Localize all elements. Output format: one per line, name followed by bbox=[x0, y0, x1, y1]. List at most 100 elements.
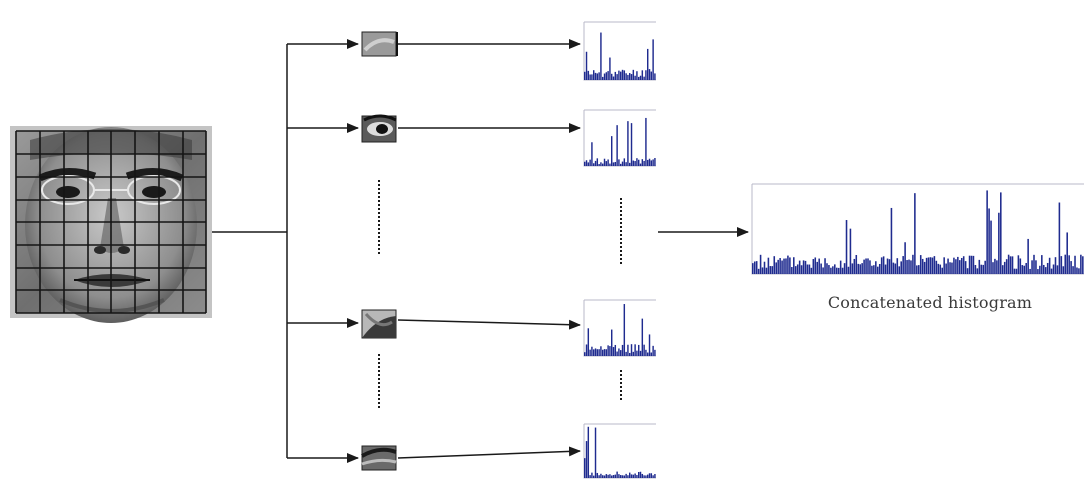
histogram-bar bbox=[955, 259, 957, 274]
histogram-bar bbox=[837, 267, 840, 274]
histogram-bar bbox=[1005, 259, 1008, 274]
histogram-bar bbox=[605, 161, 608, 166]
histogram-bar bbox=[773, 256, 776, 274]
histogram-bar bbox=[918, 265, 920, 274]
histogram-bar bbox=[596, 158, 599, 166]
histogram-bar bbox=[900, 261, 902, 274]
histogram-bar bbox=[589, 475, 591, 478]
histogram-bar bbox=[591, 74, 593, 80]
face-patch bbox=[361, 309, 397, 339]
histogram-bar bbox=[611, 73, 613, 80]
histogram-bar bbox=[839, 260, 842, 274]
histogram-bar bbox=[1046, 262, 1049, 274]
histogram-bar bbox=[618, 70, 620, 80]
histogram-bar bbox=[600, 32, 602, 80]
histogram-bar bbox=[609, 57, 611, 80]
histogram-bar bbox=[1041, 255, 1043, 274]
histogram-bar bbox=[867, 258, 869, 274]
histogram-bar bbox=[1052, 264, 1055, 274]
histogram-bar bbox=[645, 475, 647, 478]
histogram-bar bbox=[607, 474, 609, 478]
histogram-bar bbox=[641, 473, 644, 478]
histogram-bar bbox=[945, 263, 947, 274]
histogram-bar bbox=[808, 264, 811, 274]
histogram-bar bbox=[620, 475, 622, 478]
histogram-bar bbox=[612, 347, 615, 356]
histogram-bar bbox=[869, 260, 871, 274]
histogram-bar bbox=[636, 474, 638, 478]
histogram-bar bbox=[806, 264, 809, 274]
histogram-bar bbox=[974, 264, 977, 274]
histogram-bar bbox=[638, 472, 640, 478]
histogram-bar bbox=[620, 163, 622, 166]
histogram-bar bbox=[614, 474, 617, 478]
histogram-bar bbox=[648, 69, 651, 80]
histogram-bar bbox=[645, 349, 647, 356]
histogram-bar bbox=[1027, 238, 1029, 274]
histogram-bar bbox=[594, 348, 597, 356]
histogram-bar bbox=[611, 475, 613, 478]
histogram-bar bbox=[1039, 265, 1041, 274]
histogram-bar bbox=[614, 71, 617, 80]
histogram-bar bbox=[636, 158, 638, 166]
histogram-bar bbox=[853, 258, 856, 274]
face-patch bbox=[361, 31, 398, 57]
histogram-bar bbox=[618, 348, 620, 356]
histogram-bar bbox=[992, 262, 994, 274]
histogram-bar bbox=[612, 162, 615, 166]
histogram-bar bbox=[632, 474, 635, 478]
histogram-bar bbox=[828, 265, 830, 274]
histogram-bar bbox=[623, 475, 626, 478]
histogram-bar bbox=[593, 163, 595, 166]
histogram-bar bbox=[589, 74, 591, 80]
histogram-bar bbox=[585, 441, 588, 478]
histogram-bar bbox=[855, 255, 858, 274]
histogram-bar bbox=[1023, 265, 1026, 274]
histogram-bar bbox=[962, 256, 965, 274]
histogram-bar bbox=[1044, 267, 1047, 274]
histogram-bar bbox=[923, 261, 926, 274]
histogram-bar bbox=[648, 334, 651, 356]
histogram-bar bbox=[892, 262, 895, 274]
histogram-bar bbox=[875, 261, 877, 274]
face-patch bbox=[361, 445, 397, 471]
histogram-bar bbox=[849, 228, 852, 274]
histogram-bar bbox=[621, 475, 624, 478]
histogram-bar bbox=[639, 350, 642, 356]
histogram-bar bbox=[621, 344, 624, 356]
histogram-bar bbox=[912, 254, 914, 274]
histogram-bar bbox=[1066, 232, 1068, 274]
histogram-bar bbox=[594, 160, 597, 166]
histogram-bar bbox=[600, 473, 602, 478]
histogram-bar bbox=[882, 256, 885, 274]
histogram-bar bbox=[1072, 266, 1074, 274]
histogram-bar bbox=[589, 349, 591, 356]
histogram-bar bbox=[865, 258, 867, 274]
histogram-bar bbox=[933, 256, 936, 274]
histogram-bar bbox=[857, 263, 860, 274]
histogram-bar bbox=[652, 475, 654, 478]
histogram-bar bbox=[587, 426, 590, 478]
histogram-bar bbox=[777, 259, 779, 274]
histogram-bar bbox=[814, 257, 817, 274]
histogram-bar bbox=[996, 260, 998, 274]
histogram-bar bbox=[794, 266, 797, 274]
patch-histogram bbox=[583, 109, 656, 167]
histogram-bar bbox=[919, 255, 922, 274]
histogram-bar bbox=[998, 212, 1000, 274]
histogram-bar bbox=[650, 71, 653, 80]
histogram-bar bbox=[634, 75, 636, 80]
histogram-bar bbox=[755, 261, 758, 274]
histogram-bar bbox=[783, 258, 785, 274]
histogram-bar bbox=[1058, 202, 1061, 274]
histogram-bar bbox=[636, 71, 638, 80]
histogram-bar bbox=[591, 472, 593, 478]
histogram-bar bbox=[587, 162, 590, 166]
histogram-bar bbox=[600, 162, 602, 166]
histogram-bar bbox=[623, 70, 626, 80]
histogram-bar bbox=[630, 344, 633, 356]
histogram-bar bbox=[612, 76, 615, 80]
histogram-bar bbox=[896, 258, 899, 274]
histogram-bar bbox=[614, 161, 617, 166]
histogram-bar bbox=[1082, 256, 1084, 274]
